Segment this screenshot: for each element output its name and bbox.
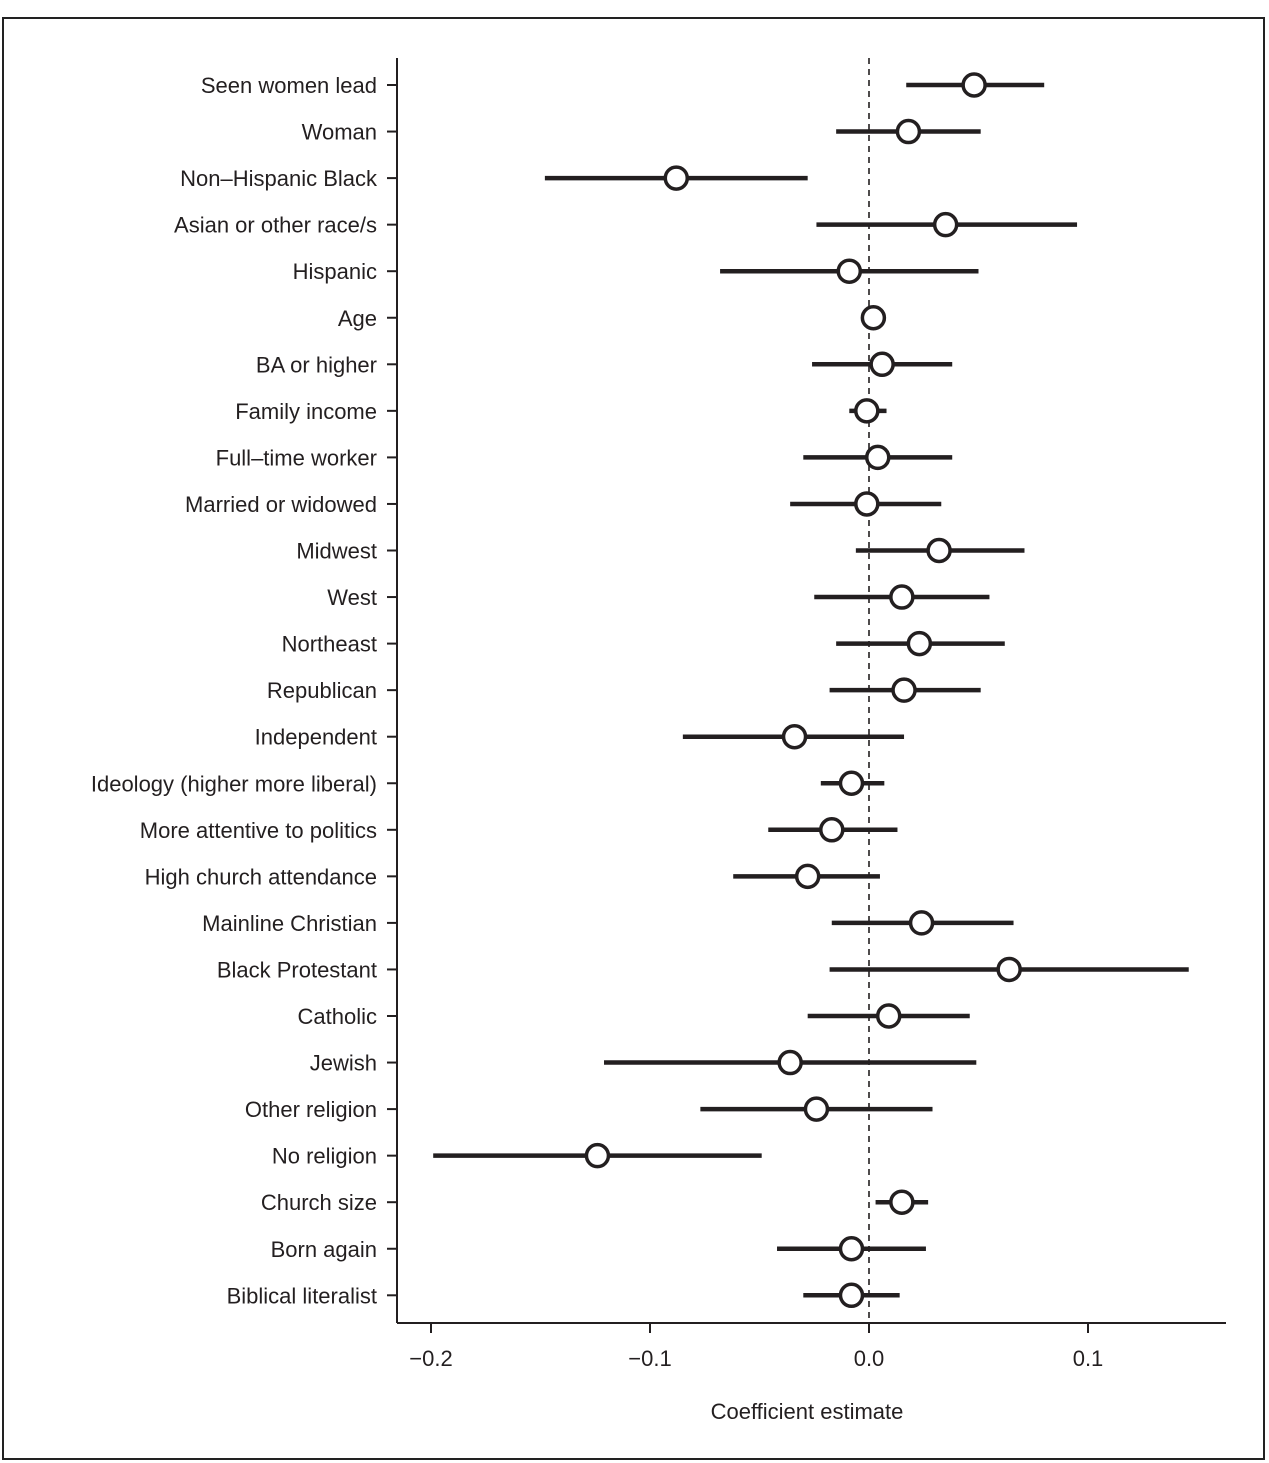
row-label: West — [327, 585, 377, 610]
coefficient-row: Other religion — [245, 1096, 933, 1122]
coefficient-row: Biblical literalist — [227, 1282, 900, 1309]
point-estimate — [889, 1189, 915, 1215]
row-label: Other religion — [245, 1097, 377, 1122]
coefficient-row: Family income — [235, 398, 887, 424]
coefficient-row: Independent — [255, 723, 905, 750]
coefficient-row: More attentive to politics — [140, 817, 898, 843]
point-estimate — [663, 165, 690, 191]
point-estimate — [838, 770, 865, 796]
row-label: More attentive to politics — [140, 818, 377, 843]
coefficient-row: Church size — [261, 1189, 929, 1215]
row-label: Church size — [261, 1190, 377, 1215]
point-estimate — [838, 1236, 865, 1262]
point-estimate — [908, 910, 935, 936]
x-axis-title: Coefficient estimate — [711, 1399, 904, 1424]
row-label: Republican — [267, 678, 377, 703]
point-estimate — [781, 723, 808, 750]
row-label: Married or widowed — [185, 492, 377, 517]
row-label: Midwest — [296, 539, 377, 564]
figure-frame — [2, 17, 1265, 1460]
coefficient-row: Non–Hispanic Black — [180, 165, 808, 191]
coefficient-row: Republican — [267, 677, 981, 703]
point-estimate — [869, 351, 895, 378]
coefficient-row: Full–time worker — [216, 444, 953, 471]
row-label: Mainline Christian — [202, 911, 377, 936]
coefficient-rows: Seen women lead Woman Non–Hispanic Black As… — [91, 72, 1189, 1309]
row-label: Northeast — [282, 632, 377, 657]
row-label: No religion — [272, 1144, 377, 1169]
point-estimate — [891, 677, 917, 703]
x-tick-label: 0.0 — [854, 1346, 885, 1371]
point-estimate — [854, 491, 880, 517]
point-estimate — [875, 1003, 902, 1029]
row-label: Catholic — [298, 1004, 377, 1029]
row-label: Ideology (higher more liberal) — [91, 771, 377, 796]
coefficient-row: Jewish — [310, 1049, 977, 1076]
coefficient-row: BA or higher — [256, 351, 953, 378]
x-tick-label: 0.1 — [1073, 1346, 1104, 1371]
coefficient-row: Catholic — [298, 1003, 970, 1029]
coefficient-row: Born again — [271, 1236, 926, 1262]
row-label: Asian or other race/s — [174, 213, 377, 238]
row-label: Non–Hispanic Black — [180, 166, 378, 191]
coefficient-row: Mainline Christian — [202, 910, 1014, 936]
x-tick-label: −0.1 — [628, 1346, 671, 1371]
point-estimate — [932, 211, 959, 238]
point-estimate — [777, 1049, 803, 1076]
coefficient-row: Seen women lead — [201, 72, 1045, 98]
coefficient-row: Ideology (higher more liberal) — [91, 770, 885, 796]
coefficient-row: Midwest — [296, 537, 1025, 564]
row-label: BA or higher — [256, 352, 377, 377]
axes: −0.2 −0.1 0.0 0.1 — [396, 58, 1226, 1371]
row-label: Black Protestant — [217, 957, 377, 982]
point-estimate — [961, 72, 987, 98]
coefficient-row: High church attendance — [145, 863, 880, 890]
point-estimate — [836, 258, 863, 284]
point-estimate — [889, 584, 915, 610]
row-label: Biblical literalist — [227, 1283, 377, 1308]
point-estimate — [854, 398, 880, 424]
row-label: Hispanic — [293, 259, 377, 284]
point-estimate — [838, 1282, 865, 1309]
x-tick-label: −0.2 — [409, 1346, 452, 1371]
coefficient-row: Northeast — [282, 630, 1005, 657]
coefficient-row: Black Protestant — [217, 956, 1189, 983]
row-label: Woman — [302, 120, 377, 145]
row-label: Independent — [255, 725, 377, 750]
row-label: Full–time worker — [216, 445, 377, 470]
point-estimate — [996, 956, 1022, 983]
coefficient-row: Hispanic — [293, 258, 979, 284]
point-estimate — [803, 1096, 830, 1122]
row-label: Born again — [271, 1237, 377, 1262]
coefficient-row: Married or widowed — [185, 491, 942, 517]
point-estimate — [926, 537, 952, 564]
row-label: Age — [338, 306, 377, 331]
coefficient-row: Woman — [302, 118, 981, 145]
point-estimate — [860, 305, 887, 331]
coefficient-row: Asian or other race/s — [174, 211, 1078, 238]
coefficient-row: West — [327, 584, 990, 610]
coefficient-row: Age — [338, 305, 887, 331]
point-estimate — [895, 118, 922, 145]
row-label: Family income — [235, 399, 377, 424]
point-estimate — [794, 863, 821, 890]
coefficient-row: No religion — [272, 1142, 762, 1169]
row-label: Jewish — [310, 1051, 377, 1076]
point-estimate — [584, 1142, 611, 1169]
row-label: High church attendance — [145, 864, 377, 889]
point-estimate — [906, 630, 933, 657]
row-label: Seen women lead — [201, 73, 377, 98]
point-estimate — [865, 444, 891, 471]
point-estimate — [819, 817, 845, 843]
